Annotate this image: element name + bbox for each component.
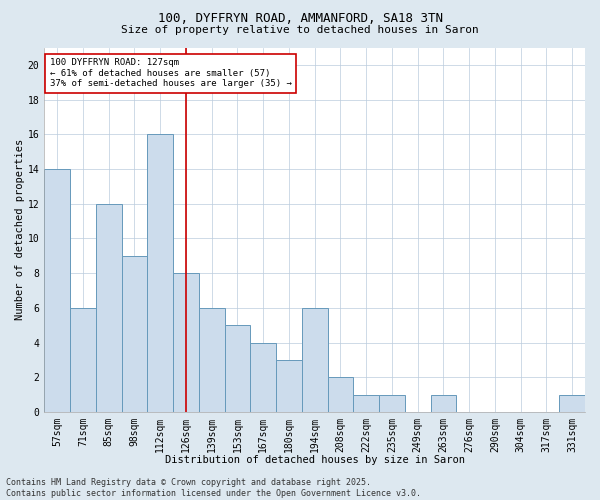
Bar: [328, 378, 353, 412]
Y-axis label: Number of detached properties: Number of detached properties: [15, 139, 25, 320]
Text: 100, DYFFRYN ROAD, AMMANFORD, SA18 3TN: 100, DYFFRYN ROAD, AMMANFORD, SA18 3TN: [157, 12, 443, 26]
Bar: [276, 360, 302, 412]
Text: Size of property relative to detached houses in Saron: Size of property relative to detached ho…: [121, 25, 479, 35]
X-axis label: Distribution of detached houses by size in Saron: Distribution of detached houses by size …: [164, 455, 464, 465]
Bar: [122, 256, 148, 412]
Bar: [70, 308, 96, 412]
Bar: [559, 394, 585, 412]
Bar: [173, 273, 199, 412]
Bar: [379, 394, 405, 412]
Bar: [431, 394, 456, 412]
Bar: [148, 134, 173, 412]
Bar: [224, 326, 250, 412]
Bar: [353, 394, 379, 412]
Bar: [199, 308, 224, 412]
Text: Contains HM Land Registry data © Crown copyright and database right 2025.
Contai: Contains HM Land Registry data © Crown c…: [6, 478, 421, 498]
Bar: [302, 308, 328, 412]
Text: 100 DYFFRYN ROAD: 127sqm
← 61% of detached houses are smaller (57)
37% of semi-d: 100 DYFFRYN ROAD: 127sqm ← 61% of detach…: [50, 58, 292, 88]
Bar: [250, 342, 276, 412]
Bar: [96, 204, 122, 412]
Bar: [44, 169, 70, 412]
